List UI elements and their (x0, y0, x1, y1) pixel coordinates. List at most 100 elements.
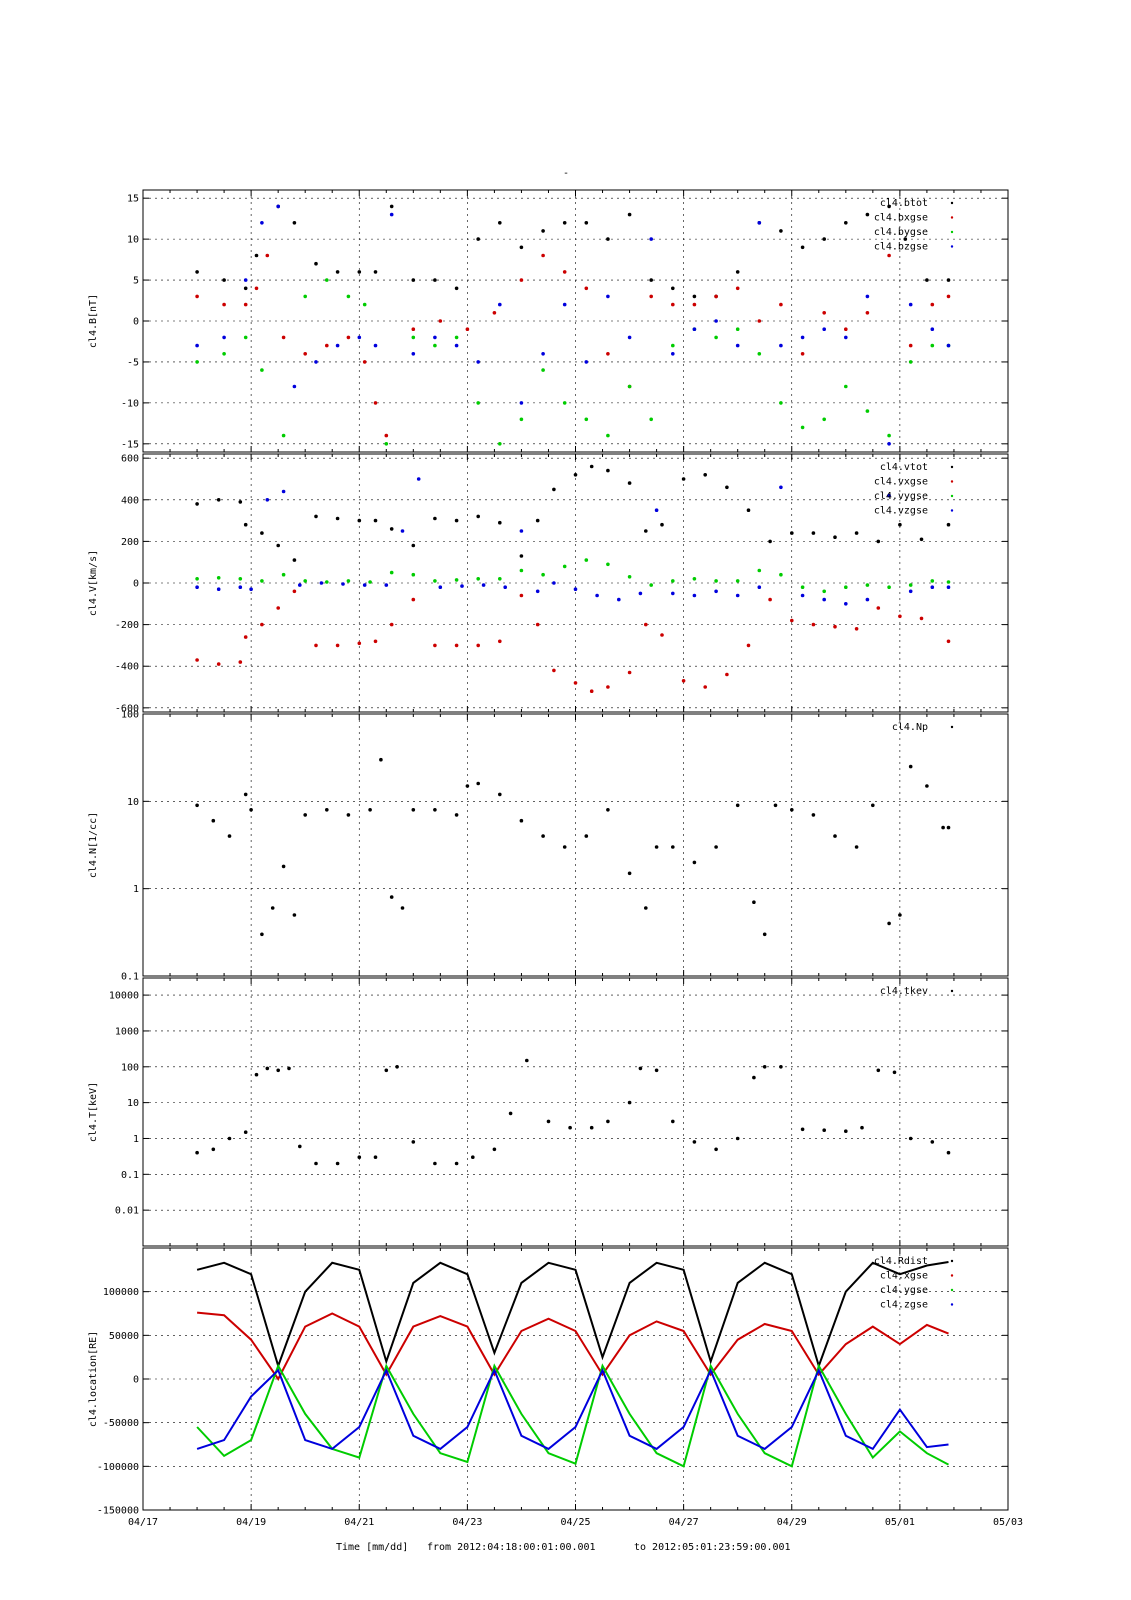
data-point (649, 237, 653, 241)
data-point (314, 261, 318, 266)
data-point (216, 662, 221, 666)
data-point (498, 221, 502, 225)
y-tick-label: 0 (133, 1375, 139, 1386)
data-point (854, 627, 859, 631)
data-point (325, 808, 329, 812)
data-point (411, 543, 416, 548)
data-point (411, 1140, 416, 1144)
data-point (519, 593, 524, 598)
legend-marker (950, 245, 954, 248)
data-point (714, 294, 718, 299)
data-point (887, 204, 891, 209)
y-tick-label: -10 (121, 398, 139, 409)
data-point (714, 335, 718, 340)
data-point (779, 572, 783, 577)
data-point (292, 384, 297, 389)
data-point (411, 335, 416, 340)
y-tick-label: -15 (121, 439, 139, 450)
data-point (314, 1161, 318, 1166)
data-point (254, 253, 259, 258)
series-line (197, 1311, 949, 1381)
data-point (725, 485, 729, 490)
data-point (822, 311, 826, 315)
data-point (519, 417, 524, 422)
data-point (627, 384, 632, 389)
data-point (757, 319, 762, 323)
data-point (768, 597, 772, 602)
data-point (562, 270, 567, 274)
data-point (844, 602, 848, 606)
data-point (433, 278, 437, 282)
data-point (476, 360, 481, 364)
data-point (654, 845, 659, 849)
data-point (314, 643, 318, 648)
data-point (238, 577, 243, 581)
series-group (196, 1261, 949, 1468)
data-point (584, 286, 589, 291)
data-point (433, 579, 437, 583)
data-point (735, 327, 740, 332)
data-point (779, 343, 783, 348)
data-point (876, 606, 881, 610)
legend-marker (950, 989, 954, 993)
data-point (644, 529, 648, 533)
y-tick-label: 100 (121, 1062, 139, 1073)
data-point (876, 1068, 881, 1073)
data-point (790, 618, 794, 623)
data-point (519, 401, 524, 405)
data-point (887, 442, 891, 446)
data-point (752, 900, 756, 904)
data-point (195, 585, 199, 589)
data-point (454, 1161, 459, 1166)
data-point (335, 516, 340, 521)
data-point (492, 311, 497, 315)
data-point (195, 1150, 199, 1155)
data-point (335, 1161, 340, 1166)
series-cl4.vtot (195, 464, 951, 562)
data-point (373, 518, 378, 523)
data-point (671, 302, 675, 307)
data-point (946, 1150, 951, 1155)
x-tick-label: 04/17 (128, 1517, 158, 1528)
data-point (357, 641, 362, 646)
data-point (546, 1119, 551, 1124)
data-point (562, 221, 567, 225)
data-point (216, 587, 221, 591)
x-tick-label: 04/25 (560, 1517, 590, 1528)
x-tick-label: 04/23 (452, 1517, 482, 1528)
y-tick-label: -100000 (97, 1462, 139, 1473)
data-point (898, 913, 902, 917)
x-axis-range-from: from 2012:04:18:00:01:00.001 (427, 1542, 596, 1553)
data-point (844, 327, 848, 332)
series-cl4.btot (195, 204, 951, 299)
data-point (319, 581, 324, 585)
legend-label: cl4.vxgse (874, 477, 928, 488)
data-point (919, 616, 924, 621)
data-point (735, 579, 740, 583)
data-point (292, 558, 297, 562)
data-point (779, 229, 783, 233)
data-point (384, 583, 389, 587)
data-point (535, 518, 540, 523)
data-point (498, 792, 502, 797)
data-point (541, 572, 545, 577)
y-tick-label: 0.01 (115, 1206, 139, 1217)
y-tick-label: 400 (121, 495, 139, 506)
data-point (790, 808, 794, 812)
legend-marker (950, 201, 954, 205)
data-point (854, 531, 859, 535)
y-tick-label: 10 (127, 235, 139, 246)
data-point (638, 1066, 643, 1071)
data-point (735, 270, 740, 274)
data-point (757, 352, 762, 356)
data-point (714, 845, 718, 849)
data-point (368, 580, 372, 584)
data-point (227, 1136, 232, 1141)
data-point (325, 278, 329, 282)
data-point (384, 1068, 389, 1073)
data-point (243, 522, 248, 527)
data-point (238, 660, 243, 664)
legend-label: cl4.Np (892, 722, 928, 733)
data-point (627, 212, 632, 217)
legend-label: cl4.vygse (874, 491, 928, 502)
